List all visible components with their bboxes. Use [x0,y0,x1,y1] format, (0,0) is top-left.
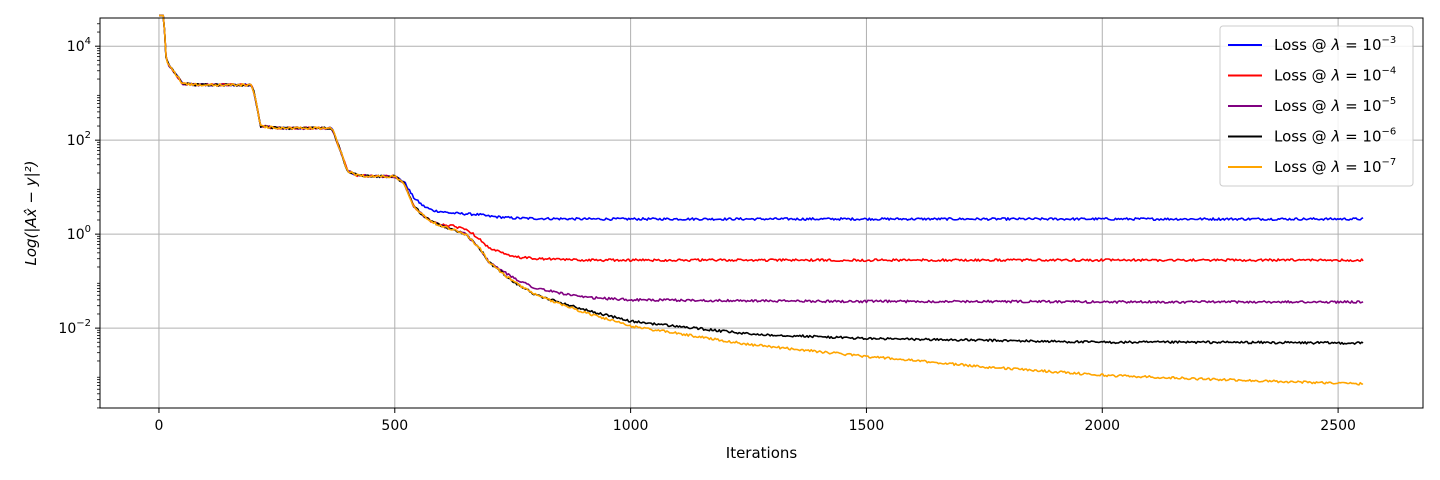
series-line [159,14,1364,386]
legend-entry: Loss @ λ = 10−7 [1274,157,1396,176]
legend: Loss @ λ = 10−3 Loss @ λ = 10−4 Loss @ λ =… [1219,25,1414,187]
legend-entry: Loss @ λ = 10−3 [1274,35,1396,54]
x-tick-label: 500 [381,418,408,434]
series-lines [159,14,1364,386]
x-tick-label: 1500 [849,418,885,434]
legend-entry: Loss @ λ = 10−4 [1274,66,1396,85]
x-axis-ticks: 0 500 1000 1500 2000 2500 [154,408,1356,434]
x-axis-label: Iterations [726,444,798,462]
y-tick-label: 10−2 [58,318,91,337]
legend-box [1219,25,1414,187]
x-tick-label: 2500 [1320,418,1356,434]
x-tick-label: 0 [154,418,163,434]
grid [100,18,1423,408]
x-tick-label: 1000 [613,418,649,434]
y-tick-label: 104 [67,36,91,55]
plot-frame [99,17,1424,409]
y-axis-label: Log(|Ax̂ − y|²) [22,161,40,266]
y-tick-label: 100 [67,224,91,243]
legend-entry: Loss @ λ = 10−5 [1274,96,1396,115]
legend-entry: Loss @ λ = 10−6 [1274,127,1396,146]
y-tick-label: 102 [67,130,91,149]
y-axis-ticks: 10−2 100 102 104 [58,23,100,409]
x-tick-label: 2000 [1084,418,1120,434]
